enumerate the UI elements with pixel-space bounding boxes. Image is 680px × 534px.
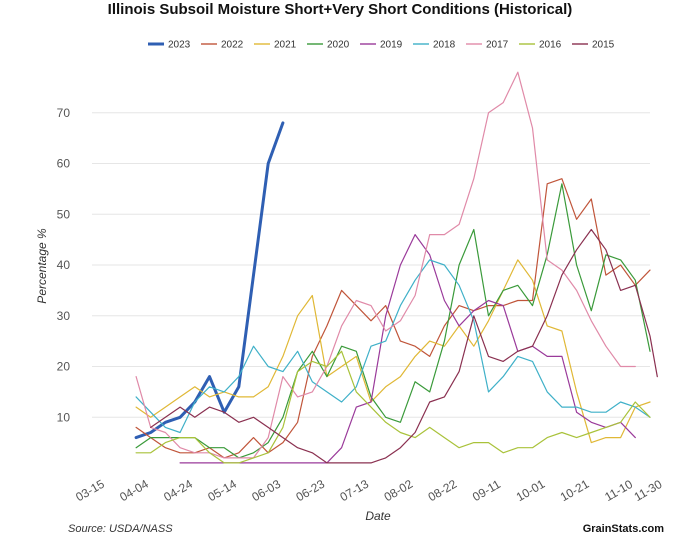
x-tick-label: 08-22 — [426, 477, 460, 505]
y-tick-label: 10 — [57, 410, 71, 424]
x-axis-ticks: 03-15 04-04 04-24 05-14 06-03 06-23 07-13 08-02… — [73, 477, 664, 505]
series-group — [134, 71, 658, 464]
x-tick-label: 05-14 — [205, 477, 239, 505]
series-line-2017 — [135, 71, 636, 459]
series-line-2020 — [135, 183, 651, 459]
x-tick-label: 06-23 — [293, 477, 327, 505]
legend-label-2022: 2022 — [221, 40, 244, 51]
x-tick-label: 10-01 — [514, 477, 548, 505]
series-line-2019 — [179, 234, 636, 464]
x-tick-label: 07-13 — [338, 477, 372, 505]
series-line-2021 — [135, 259, 651, 444]
legend: 2023 2022 2021 2020 2019 2018 2017 2016 2015 — [148, 40, 615, 51]
legend-label-2023: 2023 — [168, 40, 191, 51]
legend-label-2019: 2019 — [380, 40, 403, 51]
source-note: Source: USDA/NASS — [68, 523, 173, 534]
y-tick-label: 50 — [57, 207, 71, 221]
y-axis-label: Percentage % — [35, 228, 49, 304]
legend-label-2020: 2020 — [327, 40, 350, 51]
x-tick-label: 10-21 — [558, 477, 592, 505]
x-tick-label: 11-30 — [632, 477, 665, 504]
x-tick-label: 11-10 — [602, 477, 635, 504]
x-axis-label: Date — [365, 509, 391, 523]
x-tick-label: 04-04 — [117, 477, 151, 505]
y-tick-label: 20 — [57, 360, 71, 374]
x-tick-label: 06-03 — [249, 477, 283, 505]
series-line-2022 — [135, 178, 651, 459]
x-tick-label: 09-11 — [470, 477, 503, 504]
y-tick-label: 70 — [57, 106, 71, 120]
y-tick-label: 40 — [57, 258, 71, 272]
y-tick-label: 60 — [57, 157, 71, 171]
series-line-2015 — [150, 228, 658, 464]
chart-title: Illinois Subsoil Moisture Short+Very Sho… — [108, 1, 573, 18]
brand-label: GrainStats.com — [583, 523, 665, 534]
y-axis-ticks: 10 20 30 40 50 60 70 — [57, 106, 71, 425]
y-tick-label: 30 — [57, 309, 71, 323]
series-line-2023 — [134, 121, 285, 440]
x-tick-label: 04-24 — [161, 477, 195, 505]
series-line-2018 — [135, 259, 651, 434]
grid — [92, 112, 650, 418]
legend-label-2021: 2021 — [274, 40, 297, 51]
legend-label-2017: 2017 — [486, 40, 509, 51]
legend-label-2016: 2016 — [539, 40, 562, 51]
legend-label-2015: 2015 — [592, 40, 615, 51]
x-tick-label: 08-02 — [382, 477, 416, 505]
series-line-2016 — [135, 350, 651, 464]
x-tick-label: 03-15 — [73, 477, 107, 505]
legend-label-2018: 2018 — [433, 40, 456, 51]
